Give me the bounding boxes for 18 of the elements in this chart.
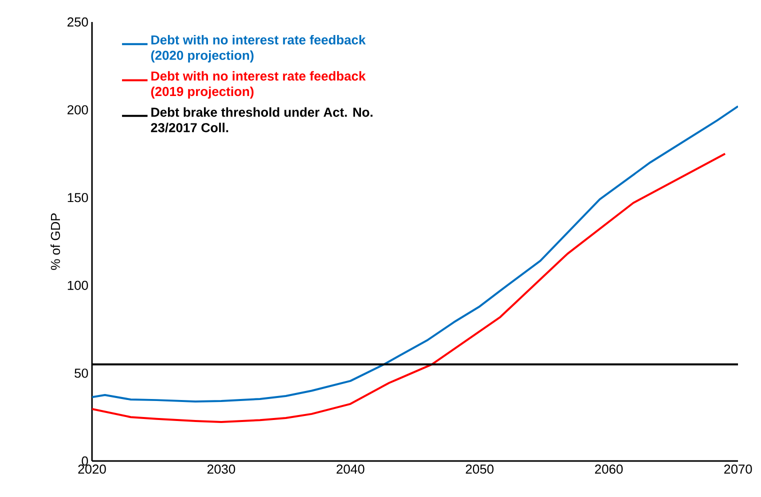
- line-series: [92, 105, 738, 402]
- y-tick-label: 0: [82, 456, 88, 466]
- y-tick-label: 50: [74, 368, 88, 378]
- x-tick-label: 2050: [466, 464, 494, 474]
- legend-label: Debt brake threshold under Act. No. 23/2017 Coll.: [150, 107, 372, 132]
- y-tick-label: 150: [68, 193, 88, 202]
- x-tick-label: 2030: [207, 464, 236, 474]
- x-tick-label: 2020: [78, 464, 106, 474]
- y-axis-title: % of GDP: [50, 213, 60, 270]
- x-tick-label: 2040: [336, 464, 364, 474]
- y-tick-label: 250: [68, 17, 88, 27]
- legend-label: Debt with no interest rate feedback (2019 projection): [151, 71, 366, 99]
- x-tick-label: 2070: [724, 464, 752, 474]
- y-tick-label: 100: [68, 280, 88, 290]
- line-series: [92, 152, 726, 424]
- y-tick-label: 200: [68, 105, 88, 114]
- legend-label: Debt with no interest rate feedback (2020 projection): [151, 34, 366, 62]
- x-tick-label: 2060: [595, 464, 623, 474]
